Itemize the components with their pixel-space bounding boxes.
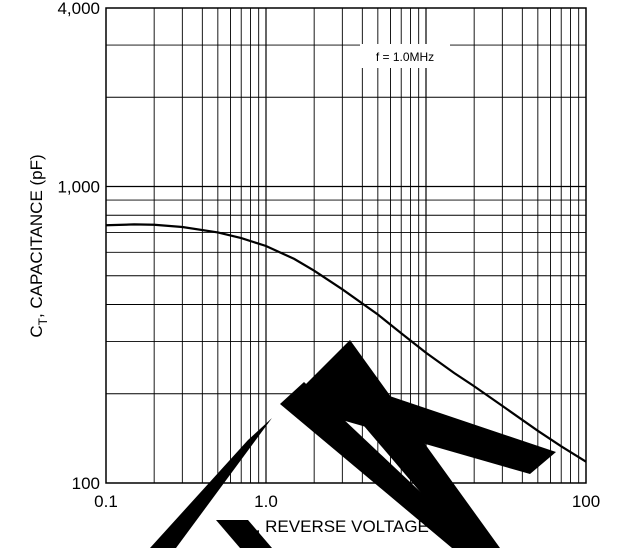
watermark-logo — [150, 340, 556, 548]
frequency-annotation: f = 1.0MHz — [360, 44, 450, 68]
y-tick-label: 1,000 — [57, 178, 100, 197]
x-tick-label: 1.0 — [254, 492, 278, 511]
y-axis-label-main: C — [27, 325, 46, 337]
series-layer — [105, 223, 587, 463]
x-tick-label: 10 — [417, 492, 436, 511]
x-tick-label: 0.1 — [94, 492, 118, 511]
y-tick-label: 100 — [72, 474, 100, 493]
capacitance-curve — [105, 223, 587, 463]
x-axis-label-sub: R — [247, 526, 256, 540]
x-axis-label-rest: , REVERSE VOLTAGE (V) — [256, 517, 457, 536]
watermark-stroke-3 — [318, 340, 500, 548]
y-tick-label: 4,000 — [57, 0, 100, 18]
x-axis-label-main: V — [236, 517, 248, 536]
x-tick-label: 100 — [572, 492, 600, 511]
watermark-stroke-1 — [150, 418, 272, 548]
y-axis-label-sub: T — [36, 317, 50, 325]
frequency-annotation-text: f = 1.0MHz — [376, 50, 434, 64]
watermark-stroke-4 — [280, 382, 480, 548]
y-tick-labels: 100 1,000 4,000 — [57, 0, 100, 493]
y-axis-label-rest: , CAPACITANCE (pF) — [27, 154, 46, 318]
watermark-stroke-0 — [216, 520, 272, 548]
x-axis-label: VR, REVERSE VOLTAGE (V) — [236, 517, 457, 540]
plot-frame — [105, 7, 587, 484]
y-axis-label: CT, CAPACITANCE (pF) — [27, 154, 50, 337]
x-tick-labels: 0.1 1.0 10 100 — [94, 492, 600, 511]
